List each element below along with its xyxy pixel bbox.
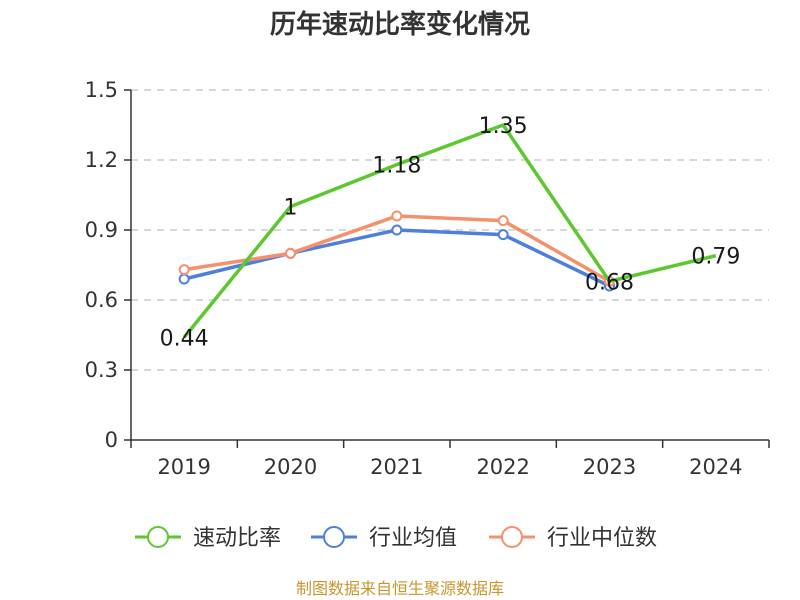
data-label: 1: [284, 196, 298, 221]
data-point: [497, 229, 509, 241]
y-tick-label: 0: [105, 428, 118, 452]
data-label: 0.44: [160, 326, 209, 351]
data-label: 0.68: [585, 270, 634, 295]
series-lines: [178, 123, 717, 339]
data-label: 0.79: [691, 245, 740, 270]
x-tick-label: 2022: [476, 455, 529, 479]
legend-label: 行业中位数: [547, 526, 657, 551]
x-tick-label: 2021: [370, 455, 423, 479]
data-point: [497, 215, 509, 227]
axes: 0 0.3 0.6 0.9 1.2 1.5 2019 2020 2021 2022 2023 2024: [85, 78, 770, 479]
data-label: 1.18: [372, 154, 421, 179]
x-tick-label: 2024: [689, 455, 742, 479]
data-point: [391, 224, 403, 236]
chart-title: 历年速动比率变化情况: [270, 9, 530, 40]
gridlines: [131, 89, 769, 371]
x-tick-label: 2023: [583, 455, 636, 479]
source-note: 制图数据来自恒生聚源数据库: [296, 579, 504, 598]
x-tick-label: 2020: [264, 455, 317, 479]
legend-label: 行业均值: [369, 526, 457, 551]
legend[interactable]: 速动比率 行业均值 行业中位数: [135, 526, 657, 551]
data-point: [178, 264, 190, 276]
y-tick-label: 0.6: [85, 288, 118, 312]
legend-marker: [147, 526, 169, 548]
data-label: 1.35: [479, 114, 528, 139]
legend-marker: [501, 526, 523, 548]
y-tick-label: 1.5: [85, 78, 118, 102]
y-tick-label: 0.3: [85, 358, 118, 382]
y-tick-label: 1.2: [85, 148, 118, 172]
data-point: [285, 247, 296, 259]
data-point: [178, 273, 190, 285]
legend-label: 速动比率: [193, 526, 281, 551]
series-line-0: [182, 123, 717, 339]
data-labels: 0.44 1 1.18 1.35 0.68 0.79: [160, 114, 741, 351]
legend-marker: [323, 526, 345, 548]
y-tick-label: 0.9: [85, 218, 118, 242]
data-point: [391, 210, 403, 222]
x-tick-label: 2019: [157, 455, 210, 479]
